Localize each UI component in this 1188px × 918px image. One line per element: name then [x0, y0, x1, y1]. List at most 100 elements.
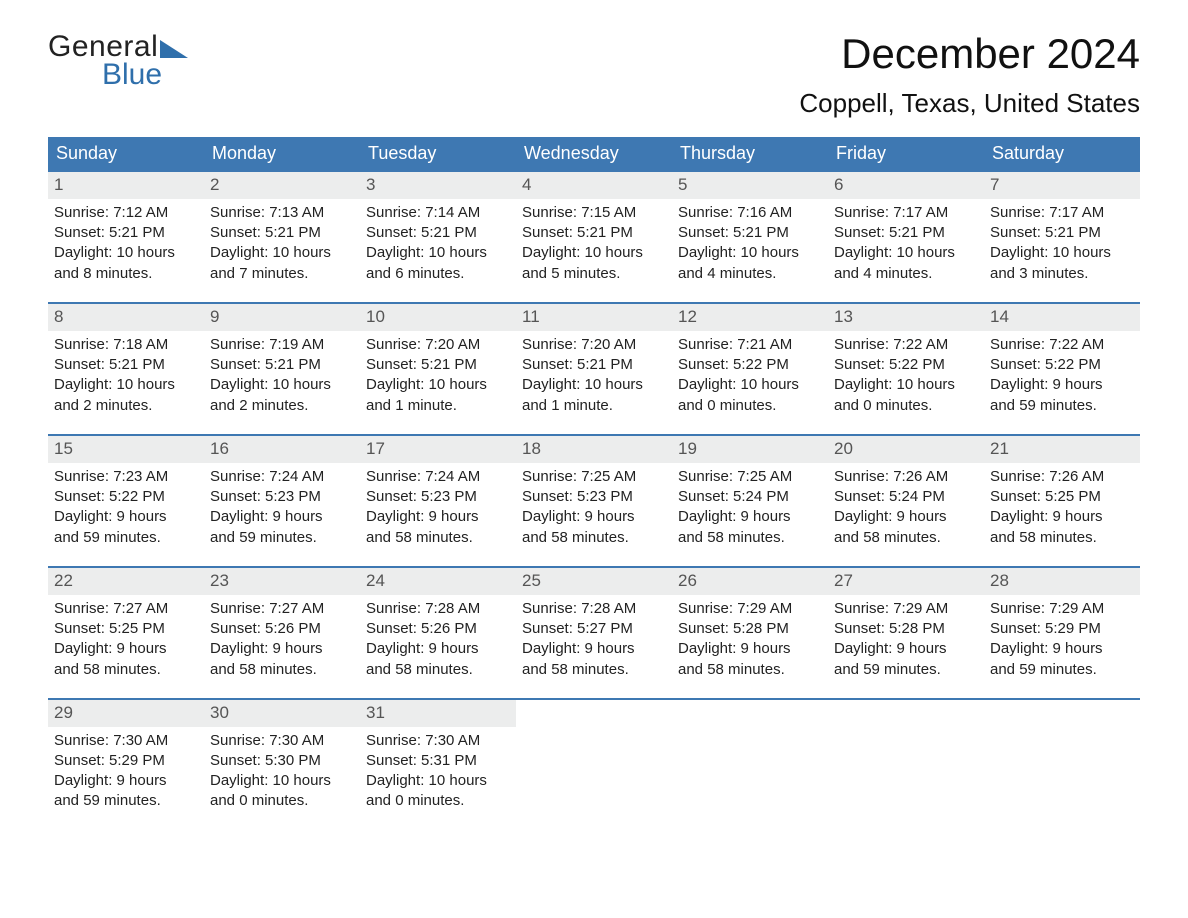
- sunset-text: Sunset: 5:22 PM: [990, 355, 1134, 375]
- sunset-text: Sunset: 5:21 PM: [678, 223, 822, 243]
- daylight-line1: Daylight: 9 hours: [990, 507, 1134, 527]
- daylight-line1: Daylight: 9 hours: [54, 771, 198, 791]
- sunset-text: Sunset: 5:29 PM: [54, 751, 198, 771]
- weekday-header-cell: Wednesday: [516, 137, 672, 170]
- day-number: 5: [672, 172, 828, 199]
- daylight-line2: and 58 minutes.: [522, 660, 666, 680]
- location-title: Coppell, Texas, United States: [799, 88, 1140, 119]
- daylight-line1: Daylight: 9 hours: [678, 639, 822, 659]
- day-cell: 22Sunrise: 7:27 AMSunset: 5:25 PMDayligh…: [48, 568, 204, 680]
- day-number: 13: [828, 304, 984, 331]
- daylight-line2: and 4 minutes.: [678, 264, 822, 284]
- day-body: Sunrise: 7:30 AMSunset: 5:29 PMDaylight:…: [48, 727, 204, 812]
- daylight-line1: Daylight: 10 hours: [366, 771, 510, 791]
- sunset-text: Sunset: 5:22 PM: [834, 355, 978, 375]
- daylight-line1: Daylight: 10 hours: [210, 375, 354, 395]
- daylight-line1: Daylight: 10 hours: [678, 375, 822, 395]
- day-number: 15: [48, 436, 204, 463]
- day-cell: 10Sunrise: 7:20 AMSunset: 5:21 PMDayligh…: [360, 304, 516, 416]
- day-cell: 24Sunrise: 7:28 AMSunset: 5:26 PMDayligh…: [360, 568, 516, 680]
- day-cell: 6Sunrise: 7:17 AMSunset: 5:21 PMDaylight…: [828, 172, 984, 284]
- day-cell: 26Sunrise: 7:29 AMSunset: 5:28 PMDayligh…: [672, 568, 828, 680]
- daylight-line2: and 59 minutes.: [210, 528, 354, 548]
- logo-triangle-icon: [160, 40, 188, 58]
- day-number: 24: [360, 568, 516, 595]
- daylight-line2: and 58 minutes.: [366, 660, 510, 680]
- day-body: Sunrise: 7:22 AMSunset: 5:22 PMDaylight:…: [984, 331, 1140, 416]
- sunset-text: Sunset: 5:21 PM: [210, 355, 354, 375]
- daylight-line2: and 8 minutes.: [54, 264, 198, 284]
- daylight-line1: Daylight: 10 hours: [522, 375, 666, 395]
- calendar: SundayMondayTuesdayWednesdayThursdayFrid…: [48, 137, 1140, 812]
- sunrise-text: Sunrise: 7:16 AM: [678, 203, 822, 223]
- sunrise-text: Sunrise: 7:26 AM: [990, 467, 1134, 487]
- daylight-line1: Daylight: 10 hours: [522, 243, 666, 263]
- sunset-text: Sunset: 5:22 PM: [54, 487, 198, 507]
- week-row: 1Sunrise: 7:12 AMSunset: 5:21 PMDaylight…: [48, 170, 1140, 284]
- day-cell: 4Sunrise: 7:15 AMSunset: 5:21 PMDaylight…: [516, 172, 672, 284]
- daylight-line1: Daylight: 9 hours: [678, 507, 822, 527]
- day-cell: 15Sunrise: 7:23 AMSunset: 5:22 PMDayligh…: [48, 436, 204, 548]
- day-cell: 19Sunrise: 7:25 AMSunset: 5:24 PMDayligh…: [672, 436, 828, 548]
- daylight-line2: and 58 minutes.: [210, 660, 354, 680]
- sunrise-text: Sunrise: 7:18 AM: [54, 335, 198, 355]
- day-number: 9: [204, 304, 360, 331]
- sunrise-text: Sunrise: 7:30 AM: [54, 731, 198, 751]
- day-body: Sunrise: 7:18 AMSunset: 5:21 PMDaylight:…: [48, 331, 204, 416]
- day-number: 23: [204, 568, 360, 595]
- sunset-text: Sunset: 5:27 PM: [522, 619, 666, 639]
- sunrise-text: Sunrise: 7:22 AM: [834, 335, 978, 355]
- day-number: 2: [204, 172, 360, 199]
- sunrise-text: Sunrise: 7:20 AM: [522, 335, 666, 355]
- day-body: Sunrise: 7:12 AMSunset: 5:21 PMDaylight:…: [48, 199, 204, 284]
- day-cell: 31Sunrise: 7:30 AMSunset: 5:31 PMDayligh…: [360, 700, 516, 812]
- day-body: Sunrise: 7:25 AMSunset: 5:24 PMDaylight:…: [672, 463, 828, 548]
- daylight-line1: Daylight: 10 hours: [210, 771, 354, 791]
- sunrise-text: Sunrise: 7:29 AM: [990, 599, 1134, 619]
- day-number: 21: [984, 436, 1140, 463]
- day-cell: 28Sunrise: 7:29 AMSunset: 5:29 PMDayligh…: [984, 568, 1140, 680]
- sunset-text: Sunset: 5:21 PM: [366, 355, 510, 375]
- weekday-header-cell: Friday: [828, 137, 984, 170]
- daylight-line2: and 0 minutes.: [210, 791, 354, 811]
- sunset-text: Sunset: 5:23 PM: [210, 487, 354, 507]
- day-body: Sunrise: 7:17 AMSunset: 5:21 PMDaylight:…: [984, 199, 1140, 284]
- day-number: [672, 700, 828, 727]
- daylight-line2: and 2 minutes.: [54, 396, 198, 416]
- sunrise-text: Sunrise: 7:27 AM: [54, 599, 198, 619]
- sunrise-text: Sunrise: 7:25 AM: [522, 467, 666, 487]
- day-body: Sunrise: 7:24 AMSunset: 5:23 PMDaylight:…: [360, 463, 516, 548]
- sunrise-text: Sunrise: 7:14 AM: [366, 203, 510, 223]
- sunset-text: Sunset: 5:21 PM: [54, 355, 198, 375]
- daylight-line1: Daylight: 10 hours: [366, 375, 510, 395]
- day-number: 26: [672, 568, 828, 595]
- sunset-text: Sunset: 5:29 PM: [990, 619, 1134, 639]
- sunrise-text: Sunrise: 7:29 AM: [834, 599, 978, 619]
- day-body: Sunrise: 7:20 AMSunset: 5:21 PMDaylight:…: [516, 331, 672, 416]
- sunset-text: Sunset: 5:30 PM: [210, 751, 354, 771]
- sunset-text: Sunset: 5:21 PM: [210, 223, 354, 243]
- daylight-line1: Daylight: 9 hours: [54, 507, 198, 527]
- daylight-line2: and 3 minutes.: [990, 264, 1134, 284]
- day-body: Sunrise: 7:29 AMSunset: 5:28 PMDaylight:…: [828, 595, 984, 680]
- day-number: [828, 700, 984, 727]
- sunrise-text: Sunrise: 7:20 AM: [366, 335, 510, 355]
- daylight-line2: and 59 minutes.: [54, 528, 198, 548]
- sunrise-text: Sunrise: 7:24 AM: [210, 467, 354, 487]
- day-cell: 20Sunrise: 7:26 AMSunset: 5:24 PMDayligh…: [828, 436, 984, 548]
- day-cell: 8Sunrise: 7:18 AMSunset: 5:21 PMDaylight…: [48, 304, 204, 416]
- day-number: 19: [672, 436, 828, 463]
- sunrise-text: Sunrise: 7:19 AM: [210, 335, 354, 355]
- logo-word-blue: Blue: [102, 58, 162, 92]
- sunset-text: Sunset: 5:21 PM: [834, 223, 978, 243]
- day-number: 12: [672, 304, 828, 331]
- weekday-header-cell: Saturday: [984, 137, 1140, 170]
- sunset-text: Sunset: 5:25 PM: [54, 619, 198, 639]
- day-cell: 13Sunrise: 7:22 AMSunset: 5:22 PMDayligh…: [828, 304, 984, 416]
- day-cell: [828, 700, 984, 812]
- sunset-text: Sunset: 5:23 PM: [366, 487, 510, 507]
- day-number: 1: [48, 172, 204, 199]
- week-row: 22Sunrise: 7:27 AMSunset: 5:25 PMDayligh…: [48, 566, 1140, 680]
- day-body: Sunrise: 7:19 AMSunset: 5:21 PMDaylight:…: [204, 331, 360, 416]
- day-body: Sunrise: 7:30 AMSunset: 5:31 PMDaylight:…: [360, 727, 516, 812]
